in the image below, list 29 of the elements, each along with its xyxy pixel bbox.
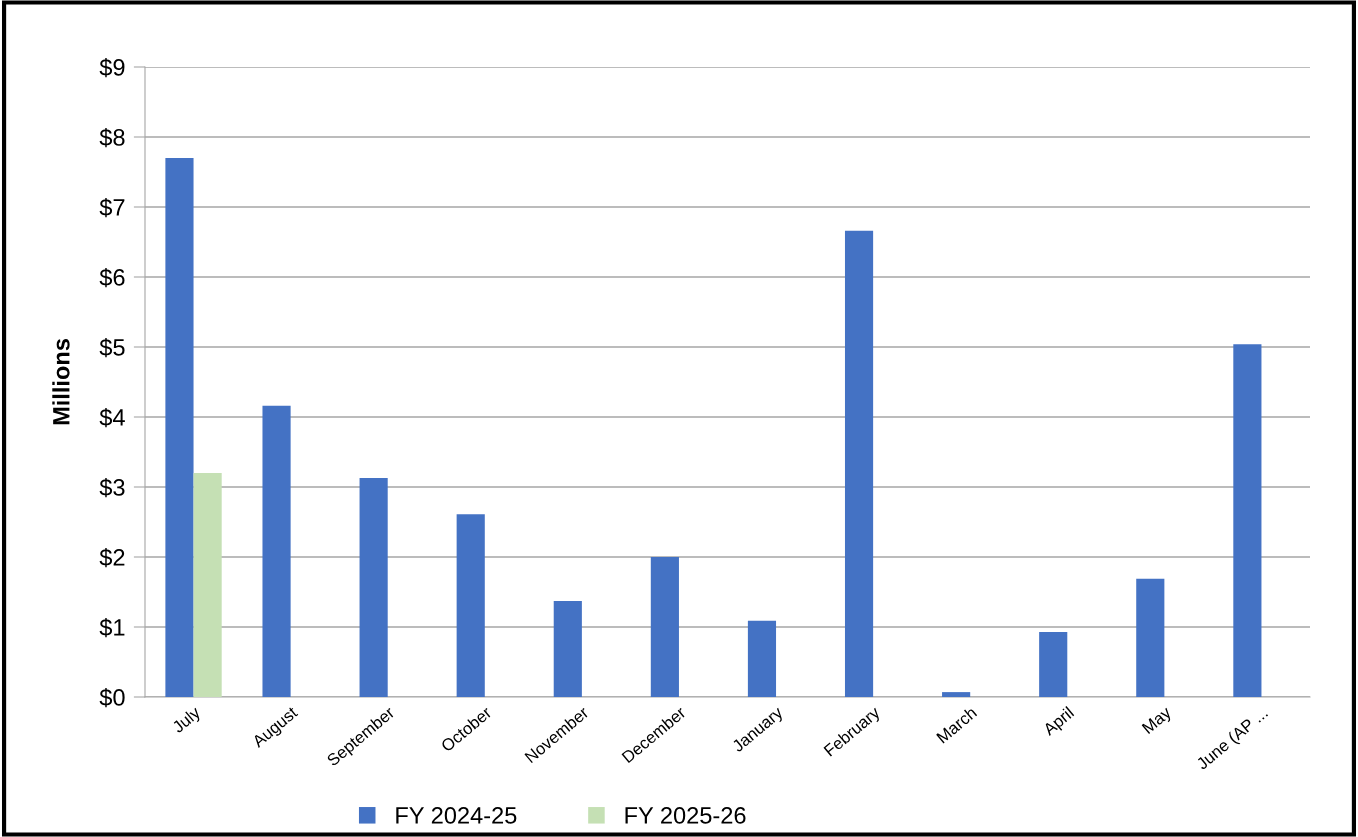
bar [747,620,777,697]
y-tick-label: $7 [99,198,125,218]
y-tick-label: $6 [99,268,125,288]
bar [165,158,194,697]
y-tick-label: $9 [99,58,125,78]
bar [193,473,222,697]
bar [359,477,388,697]
y-tick-label: $4 [99,408,125,428]
y-tick-label: $3 [99,478,125,498]
y-tick-label: $8 [99,128,125,148]
y-tick-label: $1 [99,618,125,638]
x-tick-label: July [171,705,204,737]
x-tick-label: June (AP ... [1195,706,1271,773]
bar [650,557,679,697]
bar [1136,578,1165,697]
bar [456,514,485,697]
bar [262,405,291,697]
y-tick-label: $5 [99,338,125,358]
y-tick-label: $2 [99,548,125,568]
bar [1233,344,1262,697]
legend-label: FY 2025-26 [625,807,746,824]
bar [1039,631,1068,697]
y-axis-title: Millions [52,339,70,425]
bar [942,692,971,697]
x-tick-label: May [1141,705,1175,737]
bar [844,230,874,697]
y-tick-label: $0 [99,688,125,708]
bar [553,601,582,697]
legend-label: FY 2024-25 [396,807,517,824]
